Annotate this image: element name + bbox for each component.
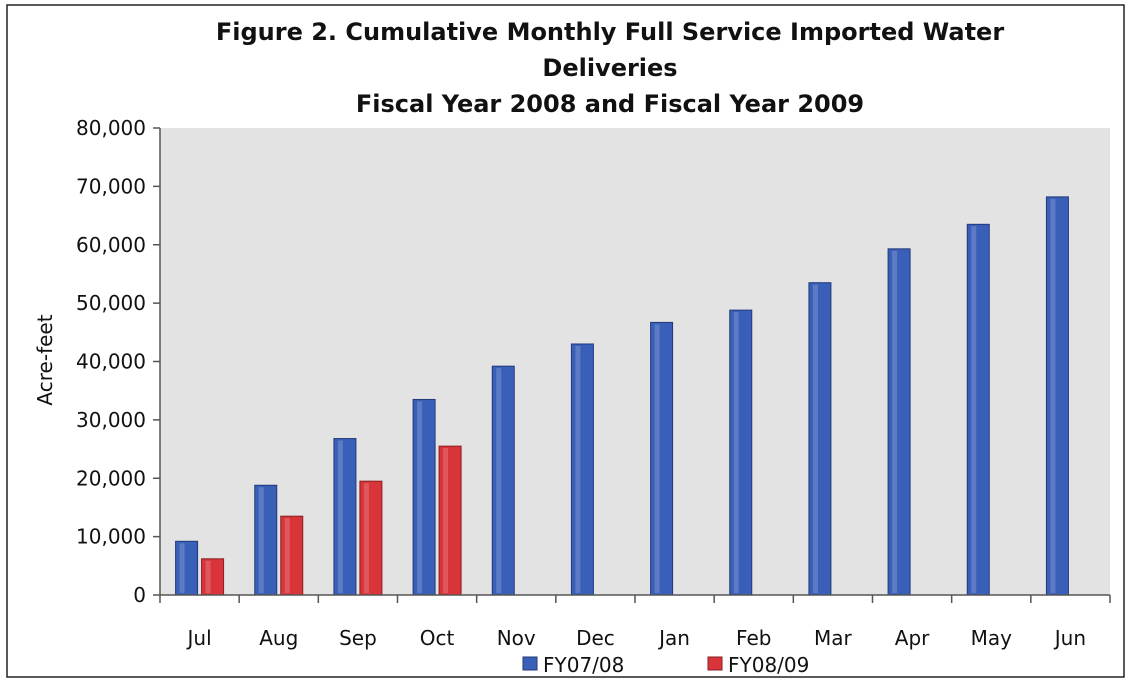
legend-swatch-fy0809 bbox=[707, 656, 723, 671]
x-tick-label: Nov bbox=[497, 626, 536, 650]
y-tick-label: 50,000 bbox=[76, 291, 146, 315]
y-tick-label: 30,000 bbox=[76, 408, 146, 432]
bar-fy07-08-apr bbox=[887, 248, 911, 596]
y-tick-label: 10,000 bbox=[76, 525, 146, 549]
bar-fy07-08-jan bbox=[650, 321, 674, 596]
y-tick-label: 20,000 bbox=[76, 466, 146, 490]
bar-highlight bbox=[417, 401, 423, 593]
x-tick-label: Jan bbox=[657, 626, 690, 650]
y-tick-label: 70,000 bbox=[76, 174, 146, 198]
x-tick-label: Aug bbox=[259, 626, 298, 650]
legend: FY07/08 FY08/09 bbox=[522, 653, 809, 677]
bar-highlight bbox=[443, 448, 449, 593]
chart-title-line-2: Deliveries bbox=[542, 54, 677, 82]
x-tick-label: Jun bbox=[1053, 626, 1086, 650]
x-tick-label: Mar bbox=[814, 626, 853, 650]
bar-highlight bbox=[284, 518, 290, 593]
legend-label-fy0809: FY08/09 bbox=[728, 653, 809, 677]
bar-highlight bbox=[812, 284, 818, 593]
bar-fy07-08-nov bbox=[491, 365, 515, 596]
x-tick-label: Feb bbox=[736, 626, 771, 650]
bar-highlight bbox=[892, 250, 898, 593]
x-tick-label: Sep bbox=[339, 626, 377, 650]
bar-highlight bbox=[1050, 198, 1056, 593]
bar-fy07-08-may bbox=[966, 223, 990, 596]
bar-fy08-09-aug bbox=[280, 515, 304, 596]
x-axis: Jul Aug Sep Oct Nov Dec Jan Feb Mar Apr May Jun bbox=[159, 594, 1111, 650]
y-axis-label: Acre-feet bbox=[33, 314, 57, 405]
x-tick-label: Dec bbox=[576, 626, 615, 650]
bar-fy07-08-jun bbox=[1045, 196, 1069, 596]
y-tick-label: 60,000 bbox=[76, 233, 146, 257]
bar-highlight bbox=[363, 483, 369, 593]
bar-highlight bbox=[733, 312, 739, 593]
bar-highlight bbox=[205, 560, 211, 593]
chart-title-line-3: Fiscal Year 2008 and Fiscal Year 2009 bbox=[356, 90, 864, 118]
bar-highlight bbox=[258, 487, 264, 593]
bar-fy07-08-jul bbox=[175, 540, 199, 596]
bar-highlight bbox=[337, 440, 343, 593]
legend-label-fy0708: FY07/08 bbox=[543, 653, 624, 677]
bars-group bbox=[175, 196, 1069, 596]
bar-highlight bbox=[971, 226, 977, 593]
bar-highlight bbox=[575, 345, 581, 593]
y-tick-label: 80,000 bbox=[76, 116, 146, 140]
bar-highlight bbox=[496, 368, 502, 593]
bar-highlight bbox=[654, 324, 660, 593]
bar-fy08-09-jul bbox=[201, 558, 225, 596]
bar-fy07-08-dec bbox=[570, 343, 594, 596]
x-tick-label: May bbox=[971, 626, 1013, 650]
plot-area bbox=[160, 128, 1110, 595]
y-tick-label: 0 bbox=[133, 583, 146, 607]
bar-fy08-09-sep bbox=[359, 480, 383, 596]
y-axis: 0 10,000 20,000 30,000 40,000 50,000 60,000 70,… bbox=[76, 116, 161, 607]
x-tick-label: Apr bbox=[895, 626, 930, 650]
chart-title-line-1: Figure 2. Cumulative Monthly Full Servic… bbox=[216, 18, 1004, 46]
y-tick-label: 40,000 bbox=[76, 350, 146, 374]
bar-fy07-08-mar bbox=[808, 282, 832, 596]
bar-fy07-08-oct bbox=[412, 398, 436, 596]
bar-fy08-09-oct bbox=[438, 445, 462, 596]
x-tick-label: Oct bbox=[420, 626, 455, 650]
bar-highlight bbox=[179, 543, 185, 593]
bar-fy07-08-aug bbox=[254, 484, 278, 596]
bar-fy07-08-feb bbox=[729, 309, 753, 596]
legend-swatch-fy0708 bbox=[522, 656, 538, 671]
bar-fy07-08-sep bbox=[333, 438, 357, 596]
x-tick-label: Jul bbox=[186, 626, 212, 650]
